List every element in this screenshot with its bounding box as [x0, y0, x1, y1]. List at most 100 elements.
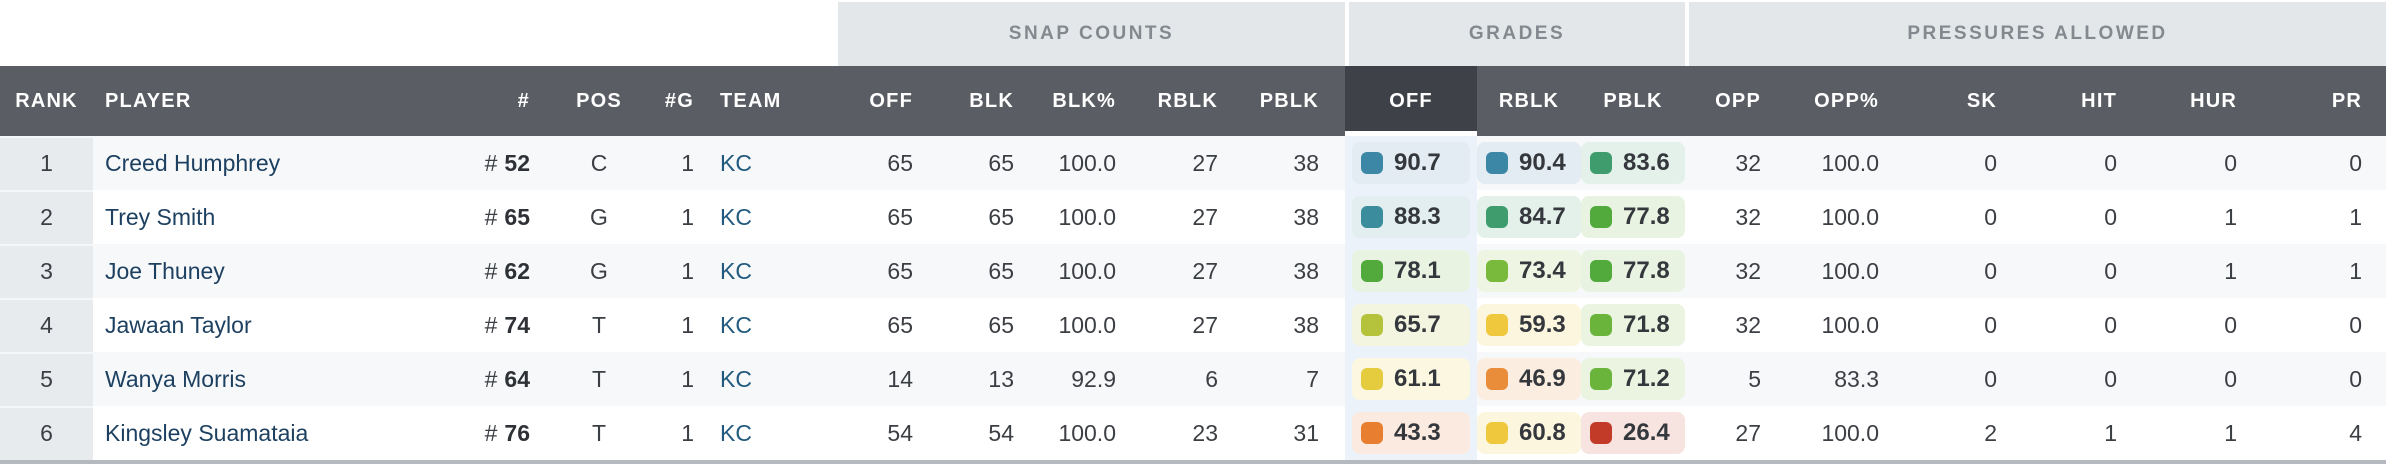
player-link[interactable]: Joe Thuney — [105, 257, 225, 284]
header-snap-rblk[interactable]: RBLK — [1157, 89, 1218, 112]
team-link[interactable]: KC — [720, 419, 752, 446]
team-link[interactable]: KC — [720, 203, 752, 230]
grade-value: 60.8 — [1519, 419, 1566, 446]
pressures-cell: 1 — [2349, 257, 2362, 284]
snap-blk-pct-cell: 100.0 — [1058, 149, 1116, 176]
snap-blk-cell: 54 — [988, 419, 1014, 446]
header-snap-off[interactable]: OFF — [869, 89, 913, 112]
hurries-cell: 1 — [2224, 203, 2237, 230]
grade-value: 88.3 — [1394, 203, 1441, 230]
grade-value: 71.8 — [1623, 311, 1670, 338]
player-link[interactable]: Kingsley Suamataia — [105, 419, 309, 446]
jersey-number: 76 — [504, 419, 530, 446]
header-grade-rblk[interactable]: RBLK — [1498, 89, 1560, 112]
grade-dot — [1486, 314, 1508, 336]
jersey-cell: # 76 — [473, 406, 548, 460]
hurries-cell: 0 — [2224, 365, 2237, 392]
snap-rblk-cell: 6 — [1205, 365, 1218, 392]
grade-pill: 71.8 — [1581, 304, 1685, 346]
grade-pblk-cell: 83.6 — [1581, 136, 1685, 190]
grade-rblk-cell: 90.4 — [1477, 136, 1581, 190]
snap-off-cell: 54 — [887, 419, 913, 446]
jersey-hash: # — [484, 365, 498, 392]
header-rank[interactable]: RANK — [15, 89, 78, 112]
opp-pct-cell: 100.0 — [1821, 311, 1879, 338]
group-pressures-allowed: PRESSURES ALLOWED — [1689, 2, 2386, 66]
grade-value: 26.4 — [1623, 419, 1670, 446]
snap-pblk-cell: 38 — [1293, 149, 1319, 176]
opp-pct-cell: 100.0 — [1821, 149, 1879, 176]
header-player[interactable]: PLAYER — [105, 89, 192, 112]
grade-dot — [1361, 152, 1383, 174]
header-position[interactable]: POS — [576, 89, 622, 112]
snap-pblk-cell: 7 — [1306, 365, 1319, 392]
games-cell: 1 — [681, 419, 694, 446]
jersey-number: 65 — [504, 203, 530, 230]
grade-dot — [1361, 368, 1383, 390]
header-hits[interactable]: HIT — [2081, 89, 2117, 112]
player-link[interactable]: Wanya Morris — [105, 365, 246, 392]
grade-dot — [1486, 422, 1508, 444]
grade-rblk-cell: 73.4 — [1477, 244, 1581, 298]
header-grade-off-sorted[interactable]: OFF — [1345, 66, 1477, 136]
jersey-hash: # — [484, 149, 498, 176]
header-hurries[interactable]: HUR — [2190, 89, 2237, 112]
grade-pill: 78.1 — [1352, 250, 1470, 292]
snap-blk-cell: 65 — [988, 149, 1014, 176]
table-row: 6 Kingsley Suamataia # 76 T 1 KC 54 54 1… — [0, 406, 2386, 460]
team-link[interactable]: KC — [720, 311, 752, 338]
position-cell: T — [591, 419, 607, 446]
team-link[interactable]: KC — [720, 149, 752, 176]
pressures-cell: 4 — [2349, 419, 2362, 446]
sacks-cell: 0 — [1984, 149, 1997, 176]
team-cell: KC — [710, 298, 838, 352]
team-link[interactable]: KC — [720, 257, 752, 284]
grade-dot — [1486, 206, 1508, 228]
group-label-grades: GRADES — [1468, 23, 1566, 44]
team-cell: KC — [710, 244, 838, 298]
header-grade-pblk[interactable]: PBLK — [1603, 89, 1663, 112]
player-cell: Wanya Morris — [93, 352, 473, 406]
header-snap-blk[interactable]: BLK — [969, 89, 1014, 112]
team-link[interactable]: KC — [720, 365, 752, 392]
grade-dot — [1361, 260, 1383, 282]
snap-pblk-cell: 38 — [1293, 257, 1319, 284]
grade-pblk-cell: 77.8 — [1581, 190, 1685, 244]
rank-cell: 1 — [0, 136, 93, 190]
grade-dot — [1590, 314, 1612, 336]
jersey-cell: # 52 — [473, 136, 548, 190]
header-snap-pblk[interactable]: PBLK — [1259, 89, 1319, 112]
player-link[interactable]: Creed Humphrey — [105, 149, 281, 176]
opp-cell: 5 — [1748, 365, 1761, 392]
snap-blk-pct-cell: 100.0 — [1058, 203, 1116, 230]
table-row: 5 Wanya Morris # 64 T 1 KC 14 13 92.9 6 … — [0, 352, 2386, 406]
snap-blk-pct-cell: 100.0 — [1058, 311, 1116, 338]
header-pressures[interactable]: PR — [2331, 89, 2362, 112]
sacks-cell: 2 — [1984, 419, 1997, 446]
pressures-cell: 0 — [2349, 311, 2362, 338]
header-jersey-number[interactable]: # — [517, 89, 530, 112]
header-opp-pct[interactable]: OPP% — [1814, 89, 1879, 112]
player-link[interactable]: Trey Smith — [105, 203, 216, 230]
player-cell: Joe Thuney — [93, 244, 473, 298]
header-sacks[interactable]: SK — [1966, 89, 1997, 112]
jersey-number: 52 — [504, 149, 530, 176]
player-link[interactable]: Jawaan Taylor — [105, 311, 252, 338]
jersey-hash: # — [484, 311, 498, 338]
table-header-row: RANK PLAYER # POS #G TEAM OFF BLK BLK% R… — [0, 66, 2386, 136]
jersey-cell: # 62 — [473, 244, 548, 298]
position-cell: G — [590, 203, 608, 230]
grade-off-cell: 90.7 — [1345, 136, 1477, 190]
rank-cell: 5 — [0, 352, 93, 406]
snap-blk-cell: 13 — [988, 365, 1014, 392]
grade-value: 83.6 — [1623, 149, 1670, 176]
header-team[interactable]: TEAM — [720, 89, 782, 112]
header-snap-blk-pct[interactable]: BLK% — [1052, 89, 1116, 112]
table-row: 3 Joe Thuney # 62 G 1 KC 65 65 100.0 27 … — [0, 244, 2386, 298]
grade-dot — [1590, 422, 1612, 444]
group-band-spacer — [0, 2, 838, 66]
header-games[interactable]: #G — [664, 89, 694, 112]
grade-value: 77.8 — [1623, 257, 1670, 284]
header-opp[interactable]: OPP — [1715, 89, 1761, 112]
hits-cell: 0 — [2104, 311, 2117, 338]
